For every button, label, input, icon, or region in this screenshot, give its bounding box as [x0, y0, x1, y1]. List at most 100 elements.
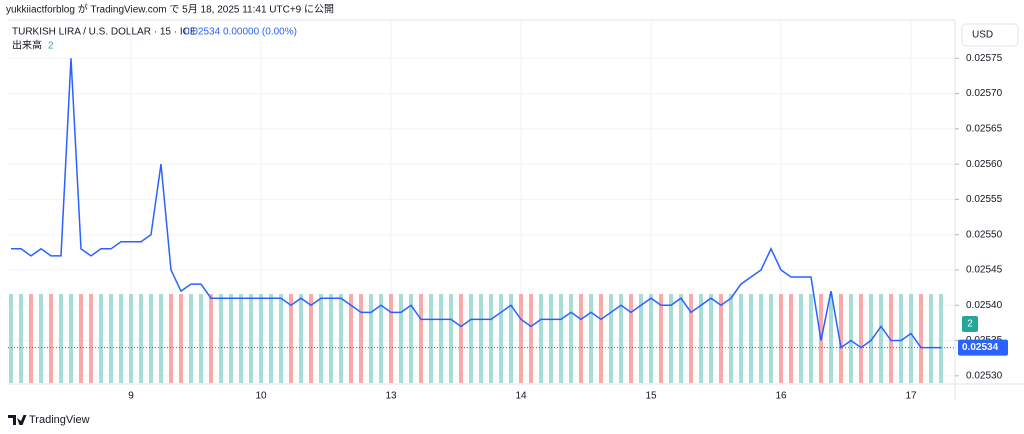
volume-bar — [879, 294, 883, 383]
volume-bar — [379, 294, 383, 383]
volume-bar — [499, 294, 503, 383]
volume-last: 2 — [48, 41, 54, 52]
price-line — [11, 58, 941, 349]
volume-bar — [839, 294, 843, 383]
volume-bar — [609, 294, 613, 383]
volume-bar — [479, 294, 483, 383]
volume-bar — [909, 294, 913, 383]
volume-bar — [419, 294, 423, 383]
x-tick-label: 10 — [255, 391, 267, 402]
symbol-title: TURKISH LIRA / U.S. DOLLAR · 15 · ICE — [12, 27, 197, 38]
volume-bar — [759, 294, 763, 383]
volume-bar — [139, 294, 143, 383]
volume-bar — [39, 294, 43, 383]
volume-bar — [899, 294, 903, 383]
volume-bar — [29, 294, 33, 383]
last-price-tag-label: 0.02534 — [962, 342, 999, 353]
volume-bar — [589, 294, 593, 383]
volume-bar — [659, 294, 663, 383]
volume-bar — [49, 294, 53, 383]
volume-bar — [239, 294, 243, 383]
volume-bar — [719, 294, 723, 383]
volume-tag — [962, 316, 978, 332]
currency-label[interactable]: USD — [972, 30, 993, 41]
volume-tag-label: 2 — [967, 319, 973, 330]
volume-bar — [549, 294, 553, 383]
volume-bar — [409, 294, 413, 383]
volume-bar — [79, 294, 83, 383]
volume-bar — [59, 294, 63, 383]
volume-bar — [159, 294, 163, 383]
x-tick-label: 15 — [645, 391, 657, 402]
volume-bar — [169, 294, 173, 383]
volume-bar — [459, 294, 463, 383]
publish-note: yukkiiactforblog が TradingView.com で 5月 … — [6, 3, 334, 16]
volume-bar — [929, 294, 933, 383]
volume-bar — [749, 294, 753, 383]
volume-bar — [779, 294, 783, 383]
volume-bar — [389, 294, 393, 383]
volume-bar — [69, 294, 73, 383]
volume-bar — [189, 294, 193, 383]
volume-bar — [729, 294, 733, 383]
volume-bar — [199, 294, 203, 383]
volume-bar — [129, 294, 133, 383]
volume-bar — [869, 294, 873, 383]
y-tick-label: 0.02565 — [966, 123, 1003, 134]
volume-bar — [919, 294, 923, 383]
volume-bar — [629, 294, 633, 383]
volume-bar — [249, 294, 253, 383]
volume-bar — [789, 294, 793, 383]
volume-bar — [219, 294, 223, 383]
volume-bar — [109, 294, 113, 383]
volume-bar — [299, 294, 303, 383]
logo-text: TradingView — [29, 414, 90, 426]
y-tick-label: 0.02560 — [966, 159, 1003, 170]
volume-bar — [289, 294, 293, 383]
y-tick-label: 0.02575 — [966, 53, 1003, 64]
volume-bar — [809, 294, 813, 383]
volume-bar — [509, 294, 513, 383]
volume-bar — [349, 294, 353, 383]
volume-bar — [799, 294, 803, 383]
volume-bar — [439, 294, 443, 383]
volume-bar — [369, 294, 373, 383]
volume-bar — [279, 294, 283, 383]
volume-bar — [259, 294, 263, 383]
x-tick-label: 13 — [385, 391, 397, 402]
volume-bar — [889, 294, 893, 383]
volume-bar — [769, 294, 773, 383]
volume-bar — [519, 294, 523, 383]
volume-bar — [99, 294, 103, 383]
volume-bar — [599, 294, 603, 383]
volume-bar — [699, 294, 703, 383]
volume-bar — [939, 294, 943, 383]
volume-bar — [209, 294, 213, 383]
volume-bar — [19, 294, 23, 383]
volume-bar — [359, 294, 363, 383]
volume-bar — [559, 294, 563, 383]
volume-bar — [569, 294, 573, 383]
volume-bar — [309, 294, 313, 383]
volume-bar — [649, 294, 653, 383]
y-tick-label: 0.02570 — [966, 88, 1003, 99]
x-tick-label: 16 — [775, 391, 787, 402]
volume-bar — [339, 294, 343, 383]
volume-bar — [859, 294, 863, 383]
y-tick-label: 0.02530 — [966, 370, 1003, 381]
last-price: 0.02534 — [184, 27, 221, 38]
y-tick-label: 0.02545 — [966, 265, 1003, 276]
price-change: 0.00000 (0.00%) — [223, 27, 297, 38]
last-price-tag — [958, 339, 1008, 356]
volume-bar — [639, 294, 643, 383]
volume-bar — [269, 294, 273, 383]
volume-bar — [829, 294, 833, 383]
volume-bar — [469, 294, 473, 383]
volume-bar — [489, 294, 493, 383]
volume-bar — [669, 294, 673, 383]
volume-bar — [539, 294, 543, 383]
x-tick-label: 17 — [905, 391, 917, 402]
volume-label: 出来高 — [12, 39, 42, 52]
currency-button[interactable] — [961, 23, 1019, 47]
